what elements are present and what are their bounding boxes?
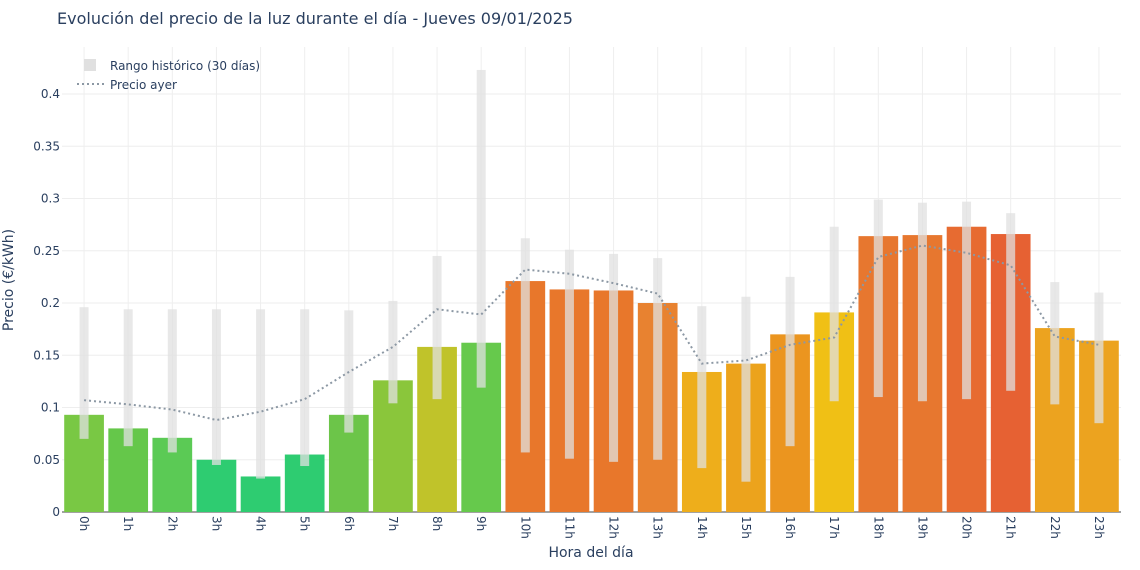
x-tick-label: 8h: [430, 516, 444, 531]
historical-range-bar[interactable]: [167, 309, 177, 453]
historical-range-bar[interactable]: [609, 253, 619, 462]
y-tick-label: 0: [52, 505, 60, 519]
historical-range-bar[interactable]: [917, 202, 927, 402]
historical-range-bar[interactable]: [564, 249, 574, 459]
historical-range-bar[interactable]: [873, 199, 883, 398]
historical-range-bar[interactable]: [432, 255, 442, 400]
historical-range-bar[interactable]: [79, 307, 89, 439]
price-bar[interactable]: [240, 476, 281, 512]
x-tick-label: 13h: [651, 516, 665, 539]
legend-line-label: Precio ayer: [110, 78, 177, 92]
historical-range-bar[interactable]: [300, 309, 310, 467]
historical-range-bar[interactable]: [741, 296, 751, 482]
historical-range-bar[interactable]: [256, 309, 266, 479]
historical-range-bar[interactable]: [476, 69, 486, 388]
x-tick-label: 10h: [518, 516, 532, 539]
x-tick-label: 14h: [695, 516, 709, 539]
y-tick-label: 0.25: [33, 244, 60, 258]
x-tick-label: 7h: [386, 516, 400, 531]
historical-range-bar[interactable]: [1006, 213, 1016, 391]
x-axis-ticks: 0h 1h 2h 3h 4h 5h 6h 7h 8h 9h 10h 11h 12h 13h 14h 15h 16…: [77, 516, 1106, 539]
y-tick-label: 0.2: [41, 296, 60, 310]
yesterday-price-series: [83, 244, 1100, 422]
x-tick-label: 19h: [915, 516, 929, 539]
historical-range-bar[interactable]: [1094, 292, 1104, 424]
x-axis-title: Hora del día: [548, 545, 633, 561]
y-tick-label: 0.15: [33, 348, 60, 362]
y-tick-label: 0.1: [41, 401, 60, 415]
x-tick-label: 0h: [77, 516, 91, 531]
historical-range-bar[interactable]: [785, 276, 795, 447]
x-tick-label: 3h: [209, 516, 223, 531]
price-bars: [64, 226, 1119, 513]
price-bar[interactable]: [196, 459, 237, 512]
legend[interactable]: Rango histórico (30 días) Precio ayer: [77, 59, 260, 92]
chart-title: Evolución del precio de la luz durante e…: [57, 9, 573, 28]
y-axis-title: Precio (€/kWh): [1, 229, 17, 331]
legend-range-swatch: [84, 59, 96, 71]
historical-range-bar[interactable]: [388, 300, 398, 404]
yesterday-price-line[interactable]: [83, 244, 1100, 422]
y-tick-label: 0.05: [33, 453, 60, 467]
x-tick-label: 2h: [165, 516, 179, 531]
historical-range-bar[interactable]: [520, 238, 530, 453]
y-tick-label: 0.3: [41, 192, 60, 206]
x-tick-label: 11h: [562, 516, 576, 539]
historical-range-bar[interactable]: [123, 309, 133, 447]
x-tick-label: 1h: [121, 516, 135, 531]
historical-range-bar[interactable]: [697, 306, 707, 469]
y-axis-ticks: 0 0.05 0.1 0.15 0.2 0.25 0.3 0.35 0.4: [33, 87, 60, 519]
historical-range-bar[interactable]: [829, 226, 839, 402]
x-tick-label: 17h: [827, 516, 841, 539]
x-tick-label: 4h: [254, 516, 268, 531]
x-tick-label: 16h: [783, 516, 797, 539]
historical-range-bar[interactable]: [1050, 282, 1060, 405]
y-tick-label: 0.4: [41, 87, 60, 101]
historical-range-bar[interactable]: [653, 258, 663, 460]
y-tick-label: 0.35: [33, 139, 60, 153]
x-tick-label: 21h: [1004, 516, 1018, 539]
x-tick-label: 12h: [607, 516, 621, 539]
historical-range-series: [79, 69, 1104, 482]
x-tick-label: 22h: [1048, 516, 1062, 539]
x-tick-label: 23h: [1092, 516, 1106, 539]
x-tick-label: 18h: [871, 516, 885, 539]
historical-range-bar[interactable]: [962, 201, 972, 400]
x-tick-label: 15h: [739, 516, 753, 539]
x-tick-label: 20h: [960, 516, 974, 539]
x-tick-label: 5h: [298, 516, 312, 531]
x-tick-label: 9h: [474, 516, 488, 531]
x-tick-label: 6h: [342, 516, 356, 531]
historical-range-bar[interactable]: [211, 309, 221, 465]
legend-range-label: Rango histórico (30 días): [110, 59, 260, 73]
